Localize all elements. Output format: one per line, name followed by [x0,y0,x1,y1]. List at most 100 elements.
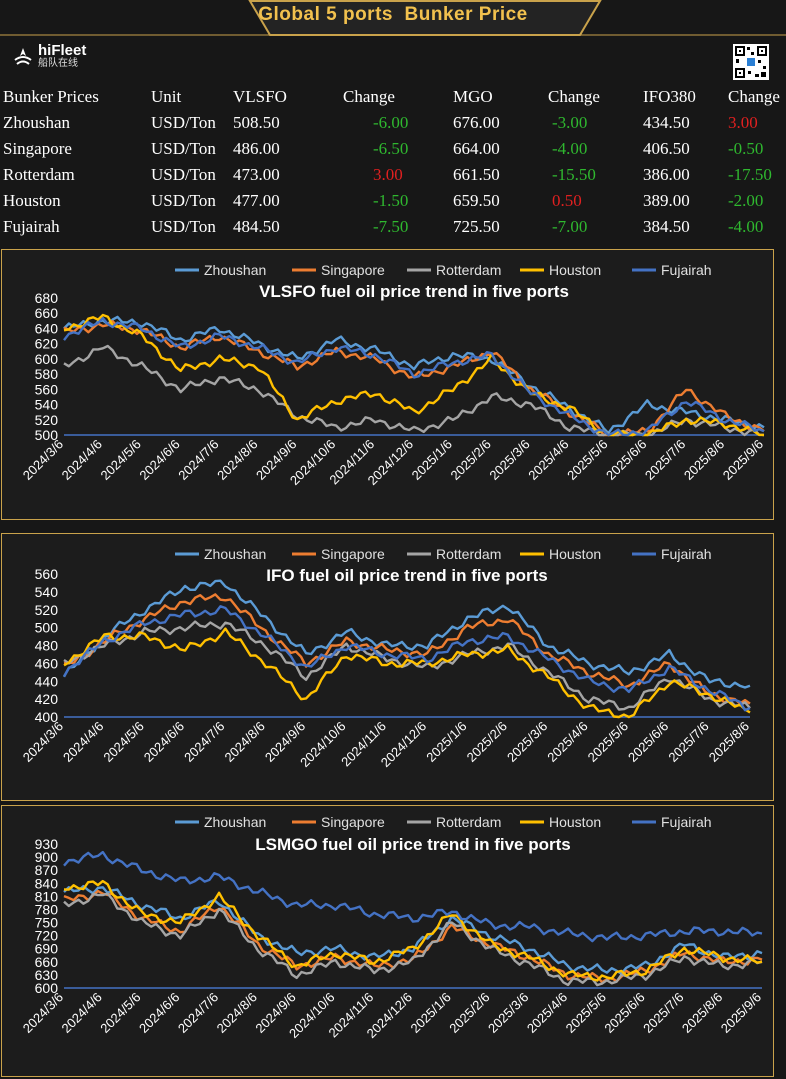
legend-item: Zhoushan [175,546,266,562]
price-change-cell: -7.50 [373,217,409,236]
price-cell: 661.50 [453,165,500,184]
column-header: Change [548,87,600,106]
table-row: Houston USD/Ton 477.00 -1.50 659.50 0.50 389.0… [0,188,786,214]
x-tick-label: 2024/7/6 [175,437,221,483]
y-tick-label: 460 [35,655,59,671]
legend-item: Rotterdam [407,814,501,830]
legend-item: Houston [520,262,601,278]
x-tick-label: 2025/4/6 [544,719,590,765]
port-name-cell: Zhoushan [3,113,71,132]
x-tick-label: 2025/5/6 [564,437,610,483]
price-cell: 664.00 [453,139,500,158]
legend-label: Singapore [321,814,385,830]
y-tick-label: 690 [35,941,59,957]
vlsfo-chart-panel: Zhoushan Singapore Rotterdam Houston Fujaira… [1,249,774,520]
x-tick-label: 2025/6/6 [603,437,649,483]
table-row: Fujairah USD/Ton 484.50 -7.50 725.50 -7.00 384… [0,214,786,240]
x-tick-label: 2024/3/6 [20,437,66,483]
price-cell: 486.00 [233,139,280,158]
y-tick-label: 560 [35,566,59,582]
column-header: MGO [453,87,493,106]
legend-label: Fujairah [661,814,712,830]
price-change-cell: -15.50 [552,165,596,184]
legend-item: Fujairah [632,262,712,278]
x-tick-label: 2025/8/6 [706,719,752,765]
y-tick-label: 580 [35,366,59,382]
y-tick-label: 560 [35,381,59,397]
price-change-cell: -2.00 [728,191,764,210]
brand-subtitle: 船队在线 [38,58,78,69]
table-header-row: Bunker Prices Unit VLSFO Change MGO Chan… [0,84,786,110]
price-cell: 676.00 [453,113,500,132]
x-tick-label: 2025/1/6 [409,437,455,483]
brand-logo: hiFleet 船队在线 [12,43,86,70]
x-tick-label: 2025/1/6 [423,719,469,765]
price-change-cell: -7.00 [552,217,588,236]
unit-cell: USD/Ton [151,139,216,158]
legend-item: Singapore [292,814,385,830]
x-tick-label: 2024/7/6 [175,990,221,1036]
y-tick-label: 720 [35,928,59,944]
legend-item: Houston [520,546,601,562]
legend-item: Zhoushan [175,814,266,830]
unit-cell: USD/Ton [151,165,216,184]
price-cell: 434.50 [643,113,690,132]
price-change-cell: -4.00 [728,217,764,236]
price-change-cell: -17.50 [728,165,772,184]
x-tick-label: 2025/3/6 [486,437,532,483]
x-tick-label: 2025/9/6 [720,437,766,483]
legend-label: Zhoushan [204,546,266,562]
x-tick-label: 2025/6/6 [625,719,671,765]
column-header: Unit [151,87,182,106]
port-name-cell: Houston [3,191,61,210]
x-tick-label: 2024/4/6 [60,719,106,765]
price-cell: 389.00 [643,191,690,210]
legend-label: Fujairah [661,546,712,562]
x-tick-label: 2024/6/6 [136,990,182,1036]
series-line-fujairah [62,605,751,712]
x-tick-label: 2025/4/6 [525,437,571,483]
legend-label: Zhoushan [204,814,266,830]
unit-cell: USD/Ton [151,217,216,236]
legend-item: Singapore [292,262,385,278]
x-tick-label: 2024/6/6 [141,719,187,765]
series-line-fujairah [63,850,763,943]
price-cell: 725.50 [453,217,500,236]
bunker-price-table: Bunker Prices Unit VLSFO Change MGO Chan… [0,84,786,240]
column-header: Bunker Prices [3,87,99,106]
x-tick-label: 2024/4/6 [59,437,105,483]
port-name-cell: Rotterdam [3,165,75,184]
x-tick-label: 2025/3/6 [485,990,531,1036]
y-tick-label: 900 [35,849,59,865]
banner-shape [0,0,786,36]
y-tick-label: 660 [35,954,59,970]
y-tick-label: 870 [35,862,59,878]
x-tick-label: 2025/2/6 [446,990,492,1036]
y-tick-label: 500 [35,427,59,443]
y-tick-label: 840 [35,875,59,891]
y-tick-label: 620 [35,336,59,352]
y-tick-label: 400 [35,709,59,725]
legend-item: Singapore [292,546,385,562]
title-banner: Global 5 ports Bunker Price [0,0,786,36]
y-tick-label: 680 [35,290,59,306]
x-tick-label: 2024/7/6 [181,719,227,765]
lsmgo-chart-panel: Zhoushan Singapore Rotterdam Houston Fujaira… [1,805,774,1077]
y-tick-label: 660 [35,305,59,321]
price-change-cell: -0.50 [728,139,764,158]
chart-title: VLSFO fuel oil price trend in five ports [259,282,569,301]
legend-label: Houston [549,814,601,830]
y-tick-label: 520 [35,602,59,618]
legend-item: Zhoushan [175,262,266,278]
x-tick-label: 2024/4/6 [59,990,105,1036]
series-line-houston [63,627,751,719]
price-cell: 659.50 [453,191,500,210]
y-tick-label: 520 [35,412,59,428]
y-tick-label: 640 [35,320,59,336]
x-tick-label: 2025/8/6 [681,437,727,483]
column-header: IFO380 [643,87,696,106]
x-tick-label: 2025/2/6 [464,719,510,765]
series-line-zhoushan [62,579,751,689]
series-line-zhoushan [63,884,763,975]
x-tick-label: 2025/7/6 [640,990,686,1036]
